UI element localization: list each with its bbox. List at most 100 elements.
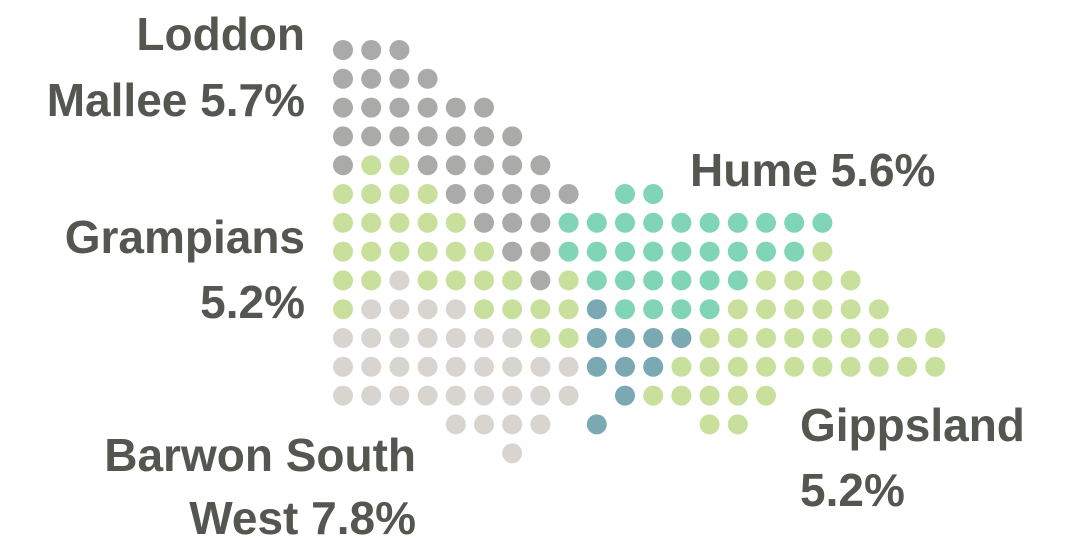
dot	[756, 385, 776, 406]
dot	[474, 126, 494, 147]
dot	[756, 299, 776, 320]
dot	[333, 212, 353, 233]
dot	[784, 212, 805, 233]
dot	[417, 385, 438, 406]
dot	[671, 299, 692, 320]
dot	[502, 184, 523, 204]
dot	[445, 385, 466, 406]
region-label: Loddon	[136, 8, 305, 60]
dot	[558, 270, 579, 291]
dot	[474, 97, 494, 118]
dot	[558, 184, 579, 204]
dot	[812, 356, 833, 377]
dot	[558, 241, 579, 262]
region-label: Gippsland	[800, 399, 1025, 451]
dot	[361, 270, 382, 291]
dot	[727, 328, 748, 348]
dot	[474, 155, 494, 176]
dot	[389, 184, 410, 204]
dot	[699, 270, 720, 291]
dot	[445, 241, 466, 262]
dot	[699, 356, 720, 377]
dot	[530, 184, 551, 204]
dot	[699, 299, 720, 320]
dot	[333, 356, 353, 377]
dot	[727, 212, 748, 233]
dot	[333, 241, 353, 262]
dot	[445, 97, 466, 118]
dot	[417, 97, 438, 118]
dot	[699, 328, 720, 348]
dot	[868, 328, 889, 348]
dot	[615, 356, 635, 377]
dot	[530, 270, 551, 291]
dot	[699, 241, 720, 262]
dot	[333, 184, 353, 204]
dot	[727, 270, 748, 291]
dot	[333, 97, 353, 118]
dot	[474, 241, 494, 262]
dot	[389, 241, 410, 262]
dot	[812, 212, 833, 233]
dot	[333, 126, 353, 147]
dot	[643, 356, 664, 377]
dot	[445, 414, 466, 435]
dot	[502, 126, 523, 147]
dot	[643, 241, 664, 262]
dot	[643, 270, 664, 291]
dot	[897, 356, 917, 377]
dot	[445, 270, 466, 291]
dot	[615, 299, 635, 320]
dot	[615, 184, 635, 204]
dot	[840, 299, 861, 320]
dot	[445, 328, 466, 348]
dot	[474, 385, 494, 406]
dot	[417, 356, 438, 377]
dot	[840, 270, 861, 291]
dot	[333, 155, 353, 176]
dot	[361, 241, 382, 262]
dot	[586, 241, 607, 262]
dot	[812, 299, 833, 320]
dot	[474, 414, 494, 435]
dot	[445, 184, 466, 204]
dot	[389, 299, 410, 320]
dot	[417, 299, 438, 320]
dot	[474, 184, 494, 204]
dot	[502, 443, 523, 464]
dot	[474, 328, 494, 348]
dot	[502, 414, 523, 435]
dot	[756, 212, 776, 233]
dot	[502, 155, 523, 176]
dot	[530, 356, 551, 377]
dot	[389, 97, 410, 118]
dot	[445, 356, 466, 377]
dot	[417, 328, 438, 348]
dot	[699, 385, 720, 406]
dot	[445, 212, 466, 233]
dot	[671, 385, 692, 406]
dot	[615, 241, 635, 262]
dot	[530, 414, 551, 435]
dot	[361, 184, 382, 204]
dot	[699, 414, 720, 435]
dot	[445, 299, 466, 320]
dot	[727, 241, 748, 262]
dot	[361, 126, 382, 147]
dot	[502, 299, 523, 320]
dot	[417, 241, 438, 262]
dot	[643, 212, 664, 233]
dot	[333, 68, 353, 89]
dot	[671, 241, 692, 262]
dot	[361, 68, 382, 89]
dot	[615, 270, 635, 291]
region-label: 5.2%	[800, 464, 905, 516]
dot	[333, 40, 353, 60]
dot-grid	[333, 40, 946, 464]
dot	[530, 212, 551, 233]
dot	[502, 328, 523, 348]
dot	[361, 385, 382, 406]
dot	[840, 328, 861, 348]
region-label: Hume 5.6%	[690, 144, 935, 196]
